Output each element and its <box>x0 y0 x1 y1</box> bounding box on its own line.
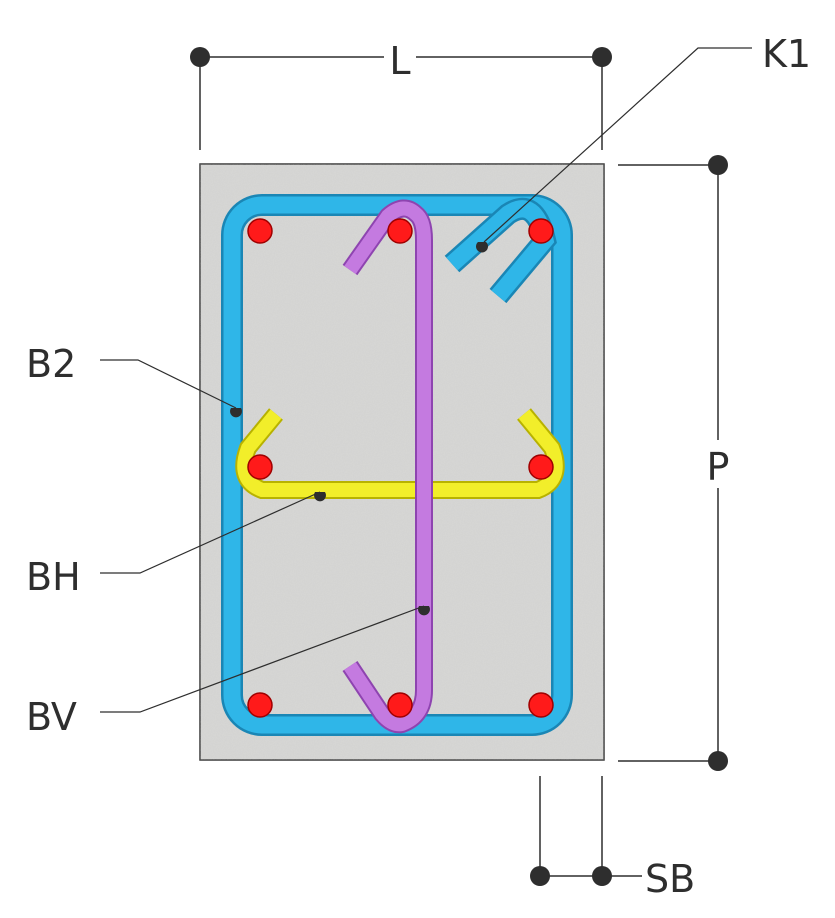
dimension-sb: SB <box>530 776 695 901</box>
dimension-sb-end-dot <box>592 866 612 886</box>
leader-k1: K1 <box>475 32 811 253</box>
leader-b2: B2 <box>26 342 242 418</box>
leader-k1-label: K1 <box>762 32 811 76</box>
dimension-l-label: L <box>389 39 410 83</box>
rebar-4 <box>247 454 273 480</box>
leader-bv: BV <box>26 605 430 739</box>
leader-b2-label: B2 <box>26 342 76 386</box>
rebar-2 <box>387 218 413 244</box>
rebar-7 <box>387 692 413 718</box>
dimension-p-label: P <box>707 445 730 489</box>
dimension-l-start-dot <box>190 47 210 67</box>
leader-bv-label: BV <box>26 695 77 739</box>
rebar-8 <box>528 692 554 718</box>
dimension-p: P <box>618 155 736 771</box>
rebar-1 <box>247 218 273 244</box>
tie-bh <box>235 408 565 499</box>
dimension-l: L <box>190 38 612 150</box>
dimension-p-end-dot <box>708 751 728 771</box>
rebar-6 <box>247 692 273 718</box>
dimension-l-end-dot <box>592 47 612 67</box>
longitudinal-rebars <box>247 218 554 718</box>
dimension-sb-label: SB <box>645 857 695 901</box>
dimension-p-start-dot <box>708 155 728 175</box>
rebar-3 <box>528 218 554 244</box>
rebar-5 <box>528 454 554 480</box>
dimension-sb-start-dot <box>530 866 550 886</box>
leader-bh-label: BH <box>26 555 81 599</box>
tie-bv <box>342 199 433 734</box>
leader-bh: BH <box>26 491 327 599</box>
